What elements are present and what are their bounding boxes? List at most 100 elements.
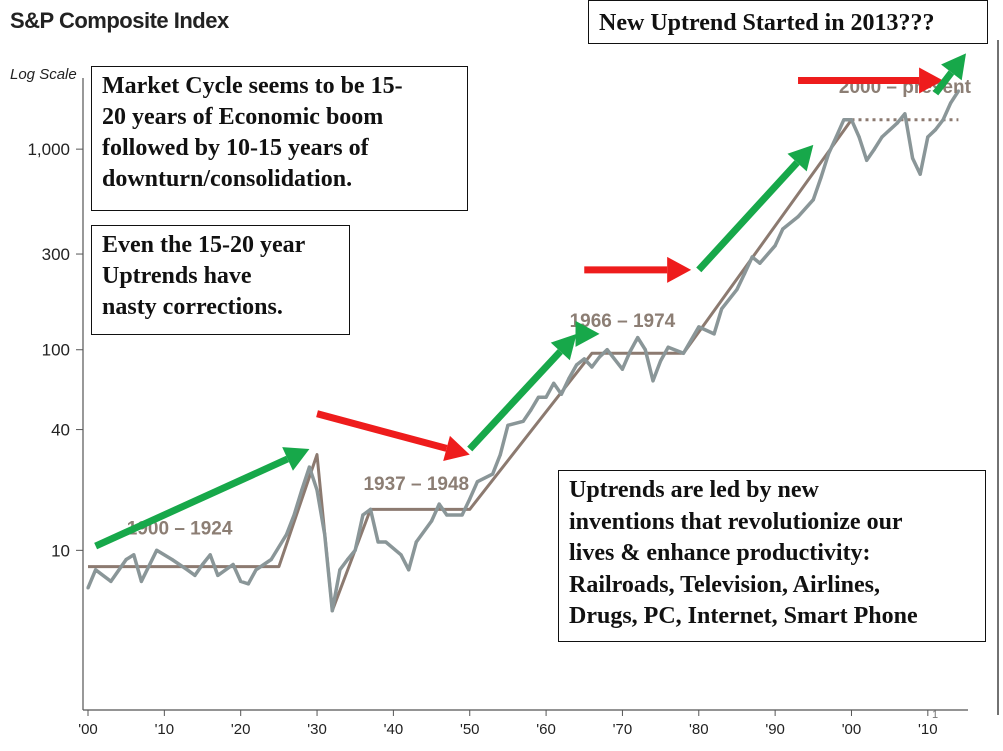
up-arrow-head — [282, 447, 310, 471]
index-point — [567, 376, 571, 380]
index-point — [384, 540, 388, 544]
index-point — [559, 392, 564, 396]
index-point — [124, 557, 128, 562]
index-point — [544, 395, 548, 399]
index-point — [758, 261, 762, 265]
index-point — [796, 215, 800, 219]
x-tick-label: '40 — [384, 721, 404, 738]
index-point — [475, 480, 479, 484]
up-arrow-shaft — [94, 455, 290, 550]
index-point — [468, 497, 472, 501]
index-point — [911, 156, 915, 160]
index-point — [750, 255, 754, 259]
index-point — [949, 101, 953, 105]
index-point — [292, 513, 296, 517]
index-point — [208, 553, 212, 557]
index-point — [834, 135, 838, 139]
up-arrow-shaft — [932, 70, 955, 96]
chart-title: S&P Composite Index — [10, 8, 229, 33]
x-tick-label: '10 — [918, 721, 938, 738]
index-point — [536, 395, 541, 399]
inventions-note-line: inventions that revolutionize our — [569, 508, 903, 535]
up-arrow-shaft — [467, 349, 563, 452]
y-tick-label: 100 — [42, 341, 70, 360]
index-point — [666, 345, 670, 349]
index-point — [200, 562, 205, 567]
x-tick-label: '80 — [689, 721, 709, 738]
index-point — [407, 568, 411, 572]
index-point — [811, 198, 815, 202]
index-point — [284, 532, 289, 537]
corrections-note-line: Even the 15-20 year — [102, 232, 306, 258]
index-point — [918, 172, 922, 176]
index-point — [842, 118, 846, 122]
inventions-note-line: Railroads, Television, Airlines, — [569, 571, 880, 598]
index-point — [445, 513, 449, 517]
index-point — [132, 553, 136, 557]
index-point — [368, 507, 373, 511]
inventions-note-line: Uptrends are led by new — [569, 477, 819, 503]
index-point — [437, 502, 441, 506]
corrections-note-line: nasty corrections. — [102, 294, 283, 320]
index-point — [506, 423, 510, 427]
index-point — [857, 135, 861, 139]
index-point — [361, 513, 365, 517]
inventions-note: Uptrends are led by new inventions that r… — [558, 470, 986, 642]
x-tick-label: '00 — [842, 721, 862, 738]
index-point — [849, 118, 854, 122]
index-point — [956, 89, 961, 93]
inventions-note-line: Drugs, PC, Internet, Smart Phone — [569, 603, 918, 629]
y-axis-label: Log Scale — [10, 66, 77, 83]
corrections-note-line: Uptrends have — [102, 263, 252, 289]
inventions-note-line: lives & enhance productivity: — [569, 540, 871, 566]
index-point — [773, 244, 777, 248]
index-point — [254, 568, 258, 572]
index-point — [872, 147, 877, 151]
page-marker: 1 — [932, 709, 938, 721]
y-tick-label: 300 — [42, 245, 70, 264]
index-point — [170, 557, 174, 562]
index-series — [86, 89, 961, 613]
index-point — [86, 586, 90, 590]
index-point — [239, 579, 243, 584]
index-point — [636, 336, 640, 340]
index-point — [620, 367, 625, 371]
index-point — [941, 118, 945, 122]
index-point — [323, 532, 327, 537]
index-point — [491, 472, 495, 476]
index-point — [651, 379, 655, 383]
flat-arrow-head — [667, 256, 692, 283]
index-point — [94, 568, 98, 572]
index-point — [216, 573, 220, 578]
index-point — [681, 351, 686, 355]
up-arrow-head — [787, 144, 814, 172]
x-tick-label: '20 — [231, 721, 251, 738]
index-point — [712, 332, 716, 336]
index-point — [582, 357, 586, 361]
index-point — [933, 128, 938, 132]
index-point — [895, 121, 899, 125]
index-point — [231, 562, 235, 567]
index-point — [735, 287, 739, 291]
index-point — [819, 176, 823, 180]
index-point — [338, 568, 342, 572]
x-tick-label: '70 — [613, 721, 633, 738]
cycle-note-line: downturn/consolidation. — [102, 166, 353, 192]
index-point — [605, 348, 609, 352]
x-tick-label: '10 — [155, 721, 175, 738]
index-point — [460, 513, 464, 517]
up-arrow-shaft — [696, 160, 800, 273]
index-point — [193, 573, 197, 578]
period-label: 1966 – 1974 — [570, 311, 676, 332]
index-point — [521, 419, 525, 423]
index-point — [346, 557, 350, 562]
index-point — [376, 540, 380, 544]
flat-arrow-head — [443, 435, 470, 461]
index-point — [552, 381, 556, 385]
index-point — [926, 135, 930, 139]
new-uptrend-note: New Uptrend Started in 2013??? — [588, 0, 988, 44]
index-point — [498, 453, 502, 457]
trend-arrows — [94, 53, 966, 550]
index-point — [414, 540, 418, 544]
